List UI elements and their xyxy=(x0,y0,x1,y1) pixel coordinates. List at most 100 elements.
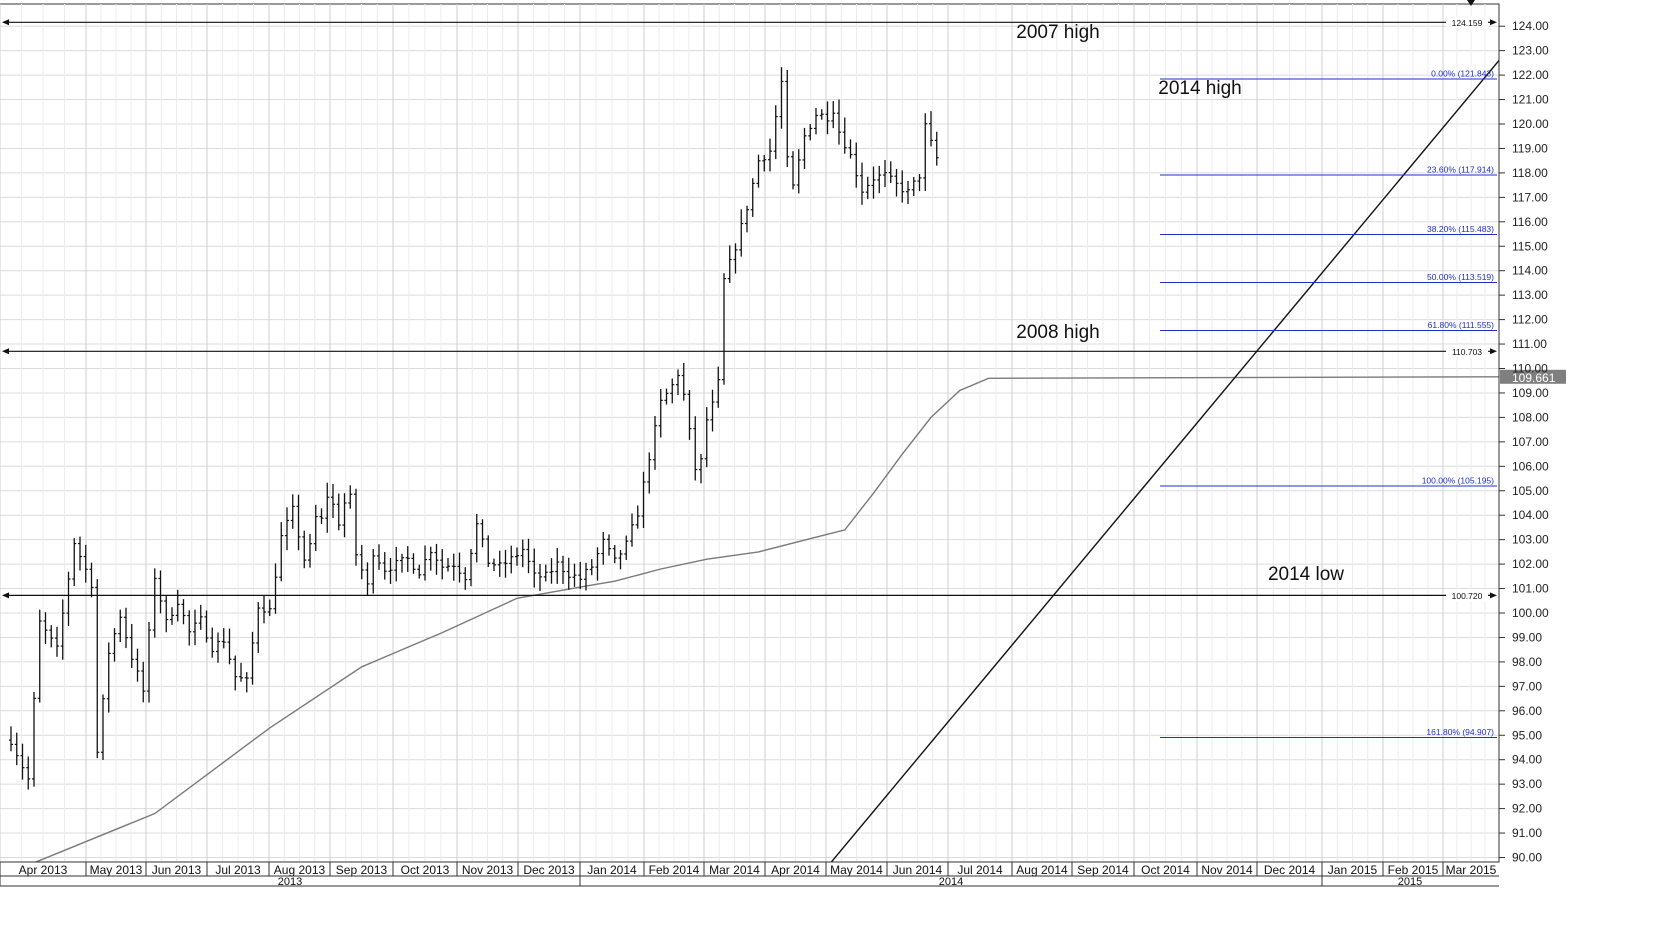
price-bar xyxy=(440,549,445,580)
price-bar xyxy=(158,570,163,614)
month-label: Mar 2014 xyxy=(709,863,760,877)
month-label: Jan 2015 xyxy=(1328,863,1378,877)
price-bar xyxy=(204,610,209,643)
price-bar xyxy=(129,624,134,668)
price-bar xyxy=(164,596,169,633)
price-bar xyxy=(779,67,784,129)
chart-annotation: 2008 high xyxy=(1016,322,1099,343)
price-bar xyxy=(716,366,721,408)
y-tick-label: 102.00 xyxy=(1512,557,1549,571)
y-tick-label: 119.00 xyxy=(1512,141,1548,155)
price-bar xyxy=(773,105,778,160)
price-bar xyxy=(831,101,836,129)
price-bar xyxy=(400,553,404,573)
price-bar xyxy=(687,390,692,440)
month-label: Dec 2013 xyxy=(523,863,575,877)
price-bar xyxy=(14,732,19,766)
price-bar xyxy=(911,176,916,196)
level-arrow-left xyxy=(2,19,9,26)
price-bar xyxy=(394,546,399,582)
price-bar xyxy=(135,648,140,682)
price-bar xyxy=(618,550,623,570)
price-bar xyxy=(584,562,588,591)
price-bar xyxy=(888,161,893,184)
price-bar xyxy=(434,543,439,575)
price-bar xyxy=(704,407,709,468)
price-bar xyxy=(768,138,772,172)
horizontal-levels-layer: 124.159 110.703 100.720 xyxy=(2,0,1497,602)
price-bar xyxy=(181,599,186,625)
price-bar xyxy=(32,691,36,787)
price-bar xyxy=(319,508,324,525)
y-tick-label: 93.00 xyxy=(1512,777,1542,791)
price-bar xyxy=(221,628,226,649)
price-bar xyxy=(653,416,657,470)
price-bar xyxy=(589,559,594,576)
price-bar xyxy=(572,563,577,587)
y-tick-label: 96.00 xyxy=(1512,704,1542,718)
month-label: Nov 2014 xyxy=(1201,863,1253,877)
price-bar xyxy=(170,607,174,625)
fib-level-label: 50.00% (113.519) xyxy=(1427,272,1494,282)
price-bar xyxy=(302,530,307,569)
y-axis: 90.00 91.00 92.00 93.00 94.00 95.00 96.00 97.00… xyxy=(1498,4,1549,865)
month-label: May 2014 xyxy=(830,863,883,877)
fib-level-label: 100.00% (105.195) xyxy=(1422,475,1494,485)
month-label: Sep 2014 xyxy=(1077,863,1129,877)
price-bar xyxy=(83,544,88,583)
price-bar xyxy=(612,544,617,564)
month-label: Feb 2014 xyxy=(649,863,700,877)
month-label: May 2013 xyxy=(90,863,143,877)
level-value-bg xyxy=(1446,16,1488,29)
price-bar xyxy=(313,504,318,552)
y-tick-label: 106.00 xyxy=(1512,459,1549,473)
price-bar xyxy=(745,205,749,233)
year-label: 2014 xyxy=(939,876,963,888)
y-tick-label: 110.00 xyxy=(1512,362,1548,376)
price-bar xyxy=(308,533,312,568)
price-bar xyxy=(43,612,48,644)
y-tick-label: 117.00 xyxy=(1512,190,1548,204)
price-bar xyxy=(359,544,364,580)
y-tick-label: 97.00 xyxy=(1512,679,1542,693)
y-tick-label: 108.00 xyxy=(1512,410,1549,424)
moving-average-line xyxy=(10,376,1500,873)
price-bar xyxy=(262,595,266,624)
price-bar xyxy=(78,536,82,571)
price-bar xyxy=(929,111,933,147)
price-bar xyxy=(141,661,146,703)
chart-annotation: 2007 high xyxy=(1016,22,1099,43)
price-bar xyxy=(497,550,502,577)
price-bar xyxy=(900,170,905,203)
price-bar xyxy=(555,547,560,584)
year-label: 2013 xyxy=(278,876,302,888)
month-label: Dec 2014 xyxy=(1264,863,1316,877)
price-bar xyxy=(601,531,606,565)
price-bar xyxy=(95,579,100,759)
price-bar xyxy=(428,546,433,571)
price-bar xyxy=(756,154,761,188)
y-tick-label: 101.00 xyxy=(1512,582,1549,596)
price-bar xyxy=(446,557,450,572)
price-bar xyxy=(233,655,238,691)
price-bar xyxy=(670,378,675,404)
price-bar xyxy=(377,544,381,570)
y-tick-label: 104.00 xyxy=(1512,508,1549,522)
level-arrow-right xyxy=(1490,19,1497,26)
y-tick-label: 114.00 xyxy=(1512,264,1548,278)
price-bar xyxy=(210,627,215,658)
price-bar xyxy=(543,564,548,582)
fib-level-label: 23.60% (117.914) xyxy=(1427,165,1494,175)
price-bar xyxy=(894,168,899,197)
price-bar xyxy=(279,522,284,582)
price-bar xyxy=(451,553,456,581)
price-bar xyxy=(9,726,13,752)
price-bar xyxy=(871,166,876,199)
y-tick-label: 92.00 xyxy=(1512,802,1542,816)
price-bar xyxy=(55,626,59,657)
price-bar xyxy=(239,662,243,682)
month-label: Jul 2013 xyxy=(215,863,261,877)
price-bar xyxy=(198,604,203,630)
price-bar xyxy=(474,513,479,563)
